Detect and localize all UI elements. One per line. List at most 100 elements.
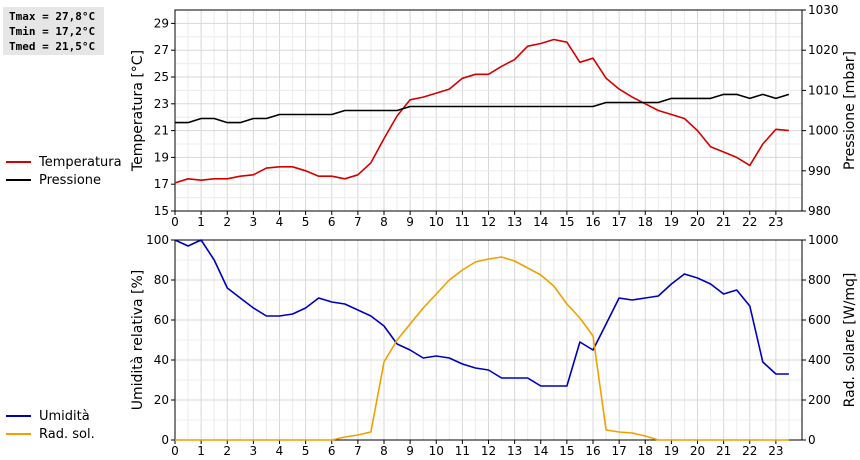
x-tick-label: 9 bbox=[406, 444, 414, 458]
y-left-tick-label: 100 bbox=[146, 233, 169, 247]
x-tick-label: 7 bbox=[354, 444, 362, 458]
x-tick-label: 5 bbox=[302, 215, 310, 229]
legend-label: Pressione bbox=[39, 172, 102, 188]
x-tick-label: 19 bbox=[664, 215, 679, 229]
y-left-axis-label: Umidità relativa [%] bbox=[130, 270, 146, 411]
x-tick-label: 15 bbox=[559, 215, 574, 229]
y-right-tick-label: 600 bbox=[808, 313, 831, 327]
x-tick-label: 6 bbox=[328, 444, 336, 458]
x-tick-label: 8 bbox=[380, 444, 388, 458]
legend-swatch bbox=[6, 415, 31, 417]
x-tick-label: 11 bbox=[455, 215, 470, 229]
chart-panel-2: 0 1 2 3 4 5 6 7 8 9 10 11 12 13 14 15 16 17 18 19 20 21 22 2302… bbox=[130, 233, 858, 458]
x-tick-label: 14 bbox=[533, 444, 548, 458]
x-tick-label: 16 bbox=[585, 215, 600, 229]
legend-swatch bbox=[6, 433, 31, 435]
tmin-text: Tmin = 17,2°C bbox=[9, 25, 96, 38]
y-left-tick-label: 27 bbox=[154, 43, 169, 57]
y-right-tick-label: 1010 bbox=[808, 83, 839, 97]
legend-item-pressione: Pressione bbox=[6, 171, 122, 189]
x-tick-label: 5 bbox=[302, 444, 310, 458]
x-tick-label: 13 bbox=[507, 215, 522, 229]
x-tick-label: 2 bbox=[223, 215, 231, 229]
x-tick-label: 3 bbox=[250, 444, 258, 458]
x-tick-label: 21 bbox=[716, 444, 731, 458]
y-right-tick-label: 0 bbox=[808, 433, 816, 447]
x-tick-label: 20 bbox=[690, 215, 705, 229]
x-tick-label: 2 bbox=[223, 444, 231, 458]
x-tick-label: 21 bbox=[716, 215, 731, 229]
x-tick-label: 3 bbox=[250, 215, 258, 229]
y-left-tick-label: 60 bbox=[154, 313, 169, 327]
tmed-text: Tmed = 21,5°C bbox=[9, 40, 96, 53]
x-tick-label: 13 bbox=[507, 444, 522, 458]
x-tick-label: 11 bbox=[455, 444, 470, 458]
x-tick-label: 23 bbox=[768, 215, 783, 229]
y-right-tick-label: 1020 bbox=[808, 43, 839, 57]
x-tick-label: 18 bbox=[638, 215, 653, 229]
x-tick-label: 10 bbox=[429, 444, 444, 458]
chart-panel-1: 0 1 2 3 4 5 6 7 8 9 10 11 12 13 14 15 16 17 18 19 20 21 22 2315… bbox=[130, 3, 858, 229]
legend-swatch bbox=[6, 161, 31, 163]
y-right-tick-label: 400 bbox=[808, 353, 831, 367]
legend-item-temperatura: Temperatura bbox=[6, 153, 122, 171]
x-tick-label: 8 bbox=[380, 215, 388, 229]
x-tick-label: 22 bbox=[742, 215, 757, 229]
y-right-tick-label: 1000 bbox=[808, 124, 839, 138]
legend-top: Temperatura Pressione bbox=[6, 153, 122, 189]
y-right-tick-label: 980 bbox=[808, 204, 831, 218]
legend-item-rad-sol: Rad. sol. bbox=[6, 425, 95, 443]
series-line-humidity bbox=[174, 239, 789, 387]
x-tick-label: 17 bbox=[611, 444, 626, 458]
x-tick-label: 12 bbox=[481, 444, 496, 458]
series-line-pressure bbox=[175, 93, 790, 124]
x-tick-label: 6 bbox=[328, 215, 336, 229]
legend-item-umidita: Umidità bbox=[6, 407, 95, 425]
x-tick-label: 7 bbox=[354, 215, 362, 229]
y-right-tick-label: 200 bbox=[808, 393, 831, 407]
legend-label: Umidità bbox=[39, 408, 90, 424]
y-right-tick-label: 1030 bbox=[808, 3, 839, 17]
x-tick-label: 19 bbox=[664, 444, 679, 458]
y-left-tick-label: 25 bbox=[154, 70, 169, 84]
x-tick-label: 17 bbox=[611, 215, 626, 229]
y-left-axis-label: Temperatura [°C] bbox=[130, 50, 146, 172]
y-left-tick-label: 40 bbox=[154, 353, 169, 367]
x-tick-label: 0 bbox=[171, 444, 179, 458]
x-tick-label: 22 bbox=[742, 444, 757, 458]
series-line-temperature bbox=[174, 38, 789, 184]
y-left-tick-label: 20 bbox=[154, 393, 169, 407]
legend-bottom: Umidità Rad. sol. bbox=[6, 407, 95, 443]
x-tick-label: 1 bbox=[197, 444, 205, 458]
x-tick-label: 12 bbox=[481, 215, 496, 229]
tmax-text: Tmax = 27,8°C bbox=[9, 10, 96, 23]
x-tick-label: 14 bbox=[533, 215, 548, 229]
x-tick-label: 10 bbox=[429, 215, 444, 229]
y-left-tick-label: 29 bbox=[154, 16, 169, 30]
x-tick-label: 20 bbox=[690, 444, 705, 458]
y-left-tick-label: 17 bbox=[154, 177, 169, 191]
x-tick-label: 9 bbox=[406, 215, 414, 229]
series-line-radiation bbox=[175, 256, 789, 441]
y-right-tick-label: 800 bbox=[808, 273, 831, 287]
x-tick-label: 23 bbox=[768, 444, 783, 458]
legend-swatch bbox=[6, 179, 31, 181]
y-right-axis-label: Pressione [mbar] bbox=[842, 51, 858, 170]
legend-label: Rad. sol. bbox=[39, 426, 95, 442]
x-tick-label: 4 bbox=[276, 444, 284, 458]
x-tick-label: 18 bbox=[638, 444, 653, 458]
legend-label: Temperatura bbox=[39, 154, 122, 170]
y-left-tick-label: 23 bbox=[154, 97, 169, 111]
y-right-tick-label: 990 bbox=[808, 164, 831, 178]
x-tick-label: 16 bbox=[585, 444, 600, 458]
y-right-tick-label: 1000 bbox=[808, 233, 839, 247]
y-left-tick-label: 15 bbox=[154, 204, 169, 218]
y-left-tick-label: 21 bbox=[154, 124, 169, 138]
x-tick-label: 0 bbox=[171, 215, 179, 229]
y-left-tick-label: 19 bbox=[154, 150, 169, 164]
x-tick-label: 1 bbox=[197, 215, 205, 229]
x-tick-label: 4 bbox=[276, 215, 284, 229]
y-right-axis-label: Rad. solare [W/mq] bbox=[842, 273, 858, 408]
x-tick-label: 15 bbox=[559, 444, 574, 458]
